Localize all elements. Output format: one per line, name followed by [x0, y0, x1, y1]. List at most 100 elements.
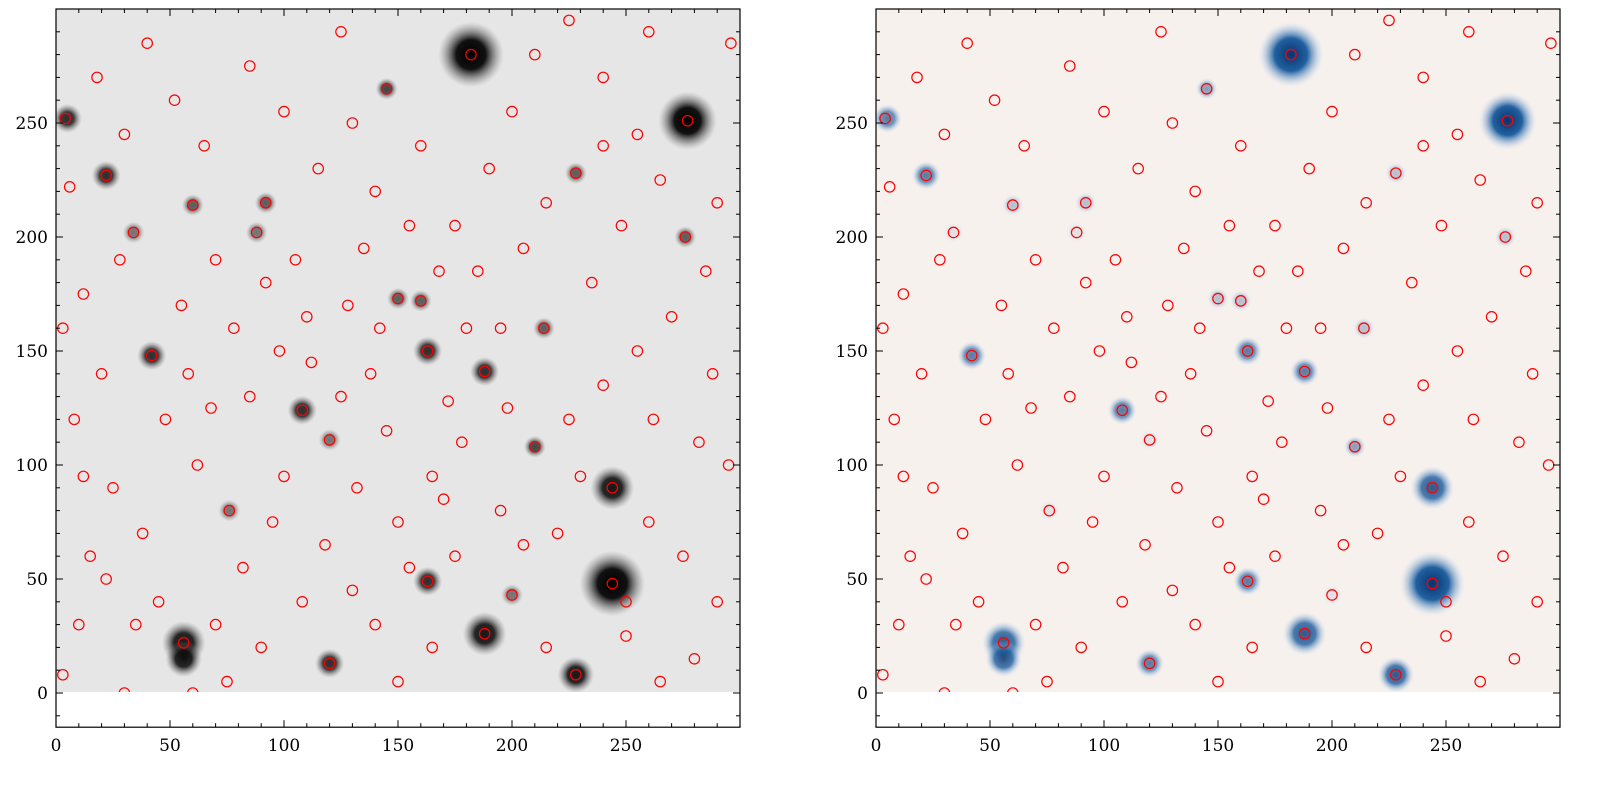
source-marker [995, 299, 1008, 312]
source-marker [1314, 504, 1327, 517]
source-marker [997, 637, 1010, 649]
bright-source [1290, 356, 1320, 387]
source-marker [540, 197, 552, 209]
source-marker [494, 322, 507, 334]
source-marker [100, 573, 112, 585]
source-marker [631, 128, 644, 141]
y-tick-label: 50 [846, 570, 868, 590]
x-tick-label: 150 [382, 736, 414, 756]
bright-source [1038, 499, 1061, 522]
source-marker [1326, 105, 1338, 118]
source-marker [244, 390, 256, 403]
source-marker [289, 253, 302, 266]
source-marker [1349, 440, 1361, 453]
source-marker [711, 197, 723, 209]
source-marker [631, 345, 644, 357]
source-marker [1178, 242, 1190, 255]
source-marker [1499, 231, 1512, 243]
source-marker [1241, 345, 1254, 357]
source-marker [642, 516, 655, 528]
source-marker [563, 413, 575, 426]
source-marker [209, 618, 222, 631]
bright-source [1343, 435, 1366, 458]
bright-source [375, 77, 398, 100]
source-marker [915, 367, 928, 380]
source-marker [711, 595, 723, 608]
source-marker [1326, 589, 1338, 601]
source-marker [570, 668, 582, 681]
source-marker [449, 550, 461, 562]
source-marker [665, 310, 678, 323]
source-marker [1223, 561, 1236, 574]
source-marker [312, 162, 324, 175]
source-marker [323, 434, 336, 446]
source-marker [182, 367, 195, 380]
y-tick-label: 150 [16, 342, 48, 362]
source-marker [706, 367, 719, 380]
source-marker [1200, 83, 1213, 95]
source-marker [620, 595, 632, 608]
source-marker [538, 322, 550, 334]
bright-source [122, 221, 145, 244]
source-marker [1440, 630, 1452, 642]
source-markers [57, 14, 737, 692]
source-marker [57, 668, 69, 681]
source-marker [528, 48, 541, 61]
source-marker [920, 169, 932, 182]
source-marker [1394, 470, 1407, 483]
source-marker [380, 83, 393, 95]
image-background [56, 9, 740, 692]
x-tick-label: 100 [268, 736, 300, 756]
bright-source [137, 340, 167, 371]
source-marker [1451, 345, 1464, 357]
source-marker [198, 140, 210, 152]
source-marker [1132, 162, 1144, 175]
x-tick-label: 50 [979, 736, 1001, 756]
source-marker [1520, 265, 1532, 277]
source-marker [1125, 356, 1138, 369]
y-tick-label: 250 [16, 114, 48, 134]
source-marker [100, 169, 112, 182]
bright-source [579, 550, 646, 617]
source-marker [1508, 652, 1521, 665]
bright-source [501, 584, 523, 606]
source-marker [517, 538, 530, 551]
bright-source [1074, 191, 1097, 214]
image-background [876, 9, 1560, 692]
bright-source [1001, 194, 1024, 217]
bright-source [1384, 162, 1407, 185]
source-marker [517, 242, 530, 255]
source-marker [380, 424, 393, 437]
source-marker [1109, 253, 1122, 266]
source-marker [956, 527, 969, 540]
source-marker [278, 470, 290, 483]
bright-source [1321, 584, 1343, 606]
source-marker [259, 197, 272, 209]
source-marker [250, 226, 263, 239]
source-marker [456, 436, 468, 448]
bright-source [91, 160, 121, 191]
y-tick-label: 150 [836, 342, 868, 362]
bright-source [218, 499, 241, 522]
source-marker [1298, 627, 1311, 640]
source-marker [965, 349, 978, 362]
source-marker [152, 595, 165, 608]
source-marker [1235, 140, 1247, 152]
bright-source [942, 221, 965, 244]
source-marker [911, 71, 923, 84]
source-marker [904, 550, 916, 562]
y-tick-label: 0 [37, 684, 48, 704]
bright-source [165, 640, 202, 678]
source-marker [1041, 675, 1053, 688]
source-marker [1390, 668, 1402, 681]
source-marker [305, 356, 318, 369]
bright-source [1282, 611, 1327, 656]
source-marker [392, 675, 404, 688]
bright-source [1352, 317, 1375, 340]
source-marker [597, 71, 609, 84]
source-marker [1098, 470, 1110, 483]
bright-source [318, 428, 341, 451]
source-marker [1463, 25, 1475, 38]
source-marker [1079, 197, 1092, 209]
source-marker [1212, 292, 1224, 305]
